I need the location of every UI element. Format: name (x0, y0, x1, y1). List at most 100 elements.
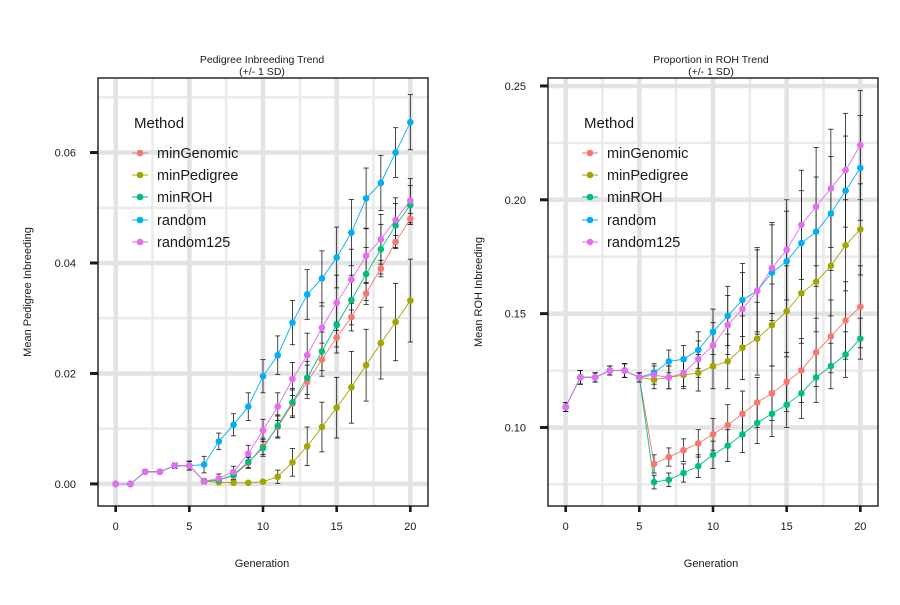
pedigree-point-random (407, 118, 414, 126)
roh-point-minpedigree (842, 242, 849, 249)
pedigree-point-minroh (274, 422, 282, 430)
roh-point-mingenomic (842, 317, 849, 324)
pedigree-legend-item-minpedigree: minPedigree (132, 168, 238, 184)
pedigree-point-mingenomic (377, 265, 385, 272)
roh-legend-item-random125: random125 (582, 235, 680, 251)
pedigree-point-random125 (362, 252, 370, 260)
pedigree-legend-key-point (136, 171, 144, 179)
roh-point-random125 (694, 355, 702, 363)
roh-point-minpedigree (709, 362, 717, 370)
pedigree-point-random125 (274, 403, 282, 410)
pedigree-point-random125 (141, 468, 149, 476)
pedigree-point-random125 (171, 462, 178, 469)
roh-point-mingenomic (783, 378, 790, 386)
pedigree-point-random (244, 403, 252, 410)
pedigree-axis-ticks: 0 5 10 15 20 0.00 0.02 0.04 0.06 (55, 148, 417, 533)
roh-point-random125 (768, 264, 776, 272)
roh-legend-item-mingenomic: minGenomic (582, 146, 688, 162)
roh-point-mingenomic (665, 453, 673, 461)
roh-point-random125 (665, 374, 673, 381)
roh-legend-item-minpedigree: minPedigree (582, 168, 688, 184)
pedigree-point-random125 (348, 276, 355, 283)
pedigree-x-tick-label: 20 (404, 521, 416, 533)
roh-point-minroh (798, 390, 805, 397)
pedigree-y-axis-label: Mean Pedigree Inbreeding (22, 227, 34, 357)
pedigree-point-minpedigree (348, 383, 355, 391)
roh-point-mingenomic (827, 333, 835, 340)
roh-point-minpedigree (753, 335, 761, 342)
pedigree-point-random (303, 291, 311, 298)
roh-x-tick-label: 10 (707, 521, 719, 533)
roh-legend-label-minroh: minROH (607, 190, 663, 206)
roh-point-random125 (591, 374, 599, 381)
roh-legend-label-minpedigree: minPedigree (607, 168, 688, 184)
roh-x-tick-label: 0 (563, 521, 569, 533)
pedigree-point-mingenomic (407, 215, 414, 223)
roh-y-tick-label: 0.15 (505, 309, 526, 321)
roh-point-minpedigree (827, 262, 835, 270)
pedigree-point-random (362, 195, 370, 202)
pedigree-point-minroh (289, 398, 296, 406)
pedigree-legend-label-mingenomic: minGenomic (157, 146, 238, 162)
pedigree-point-random (348, 229, 355, 236)
roh-point-random125 (680, 369, 687, 377)
roh-point-random125 (739, 305, 746, 313)
pedigree-point-random125 (303, 351, 311, 359)
roh-point-minroh (739, 430, 746, 438)
roh-y-axis-label: Mean ROH Inbreeding (473, 237, 485, 347)
roh-point-mingenomic (812, 349, 820, 356)
roh-legend-key-point (586, 149, 594, 157)
pedigree-legend-label-minpedigree: minPedigree (157, 168, 238, 184)
roh-point-minpedigree (650, 376, 658, 383)
roh-point-random (665, 358, 673, 365)
pedigree-point-minroh (259, 444, 267, 452)
roh-point-random (739, 296, 746, 304)
roh-point-random (798, 239, 805, 247)
roh-point-random (857, 164, 864, 172)
roh-point-minpedigree (857, 226, 864, 233)
pedigree-point-random125 (333, 299, 340, 307)
pedigree-point-minpedigree (362, 361, 370, 369)
pedigree-point-random125 (244, 450, 252, 457)
roh-point-random (724, 312, 732, 320)
roh-point-mingenomic (650, 460, 658, 468)
roh-point-random (694, 346, 702, 354)
pedigree-point-minroh (244, 458, 252, 466)
roh-x-axis-label: Generation (684, 558, 738, 570)
roh-subtitle: (+/- 1 SD) (688, 66, 734, 78)
roh-x-tick-label: 20 (854, 521, 866, 533)
roh-legend-label-mingenomic: minGenomic (607, 146, 688, 162)
roh-legend-label-random: random (607, 213, 656, 229)
pedigree-legend: Method minGenomic minPedigree minROH (132, 115, 238, 251)
roh-point-minpedigree (739, 344, 746, 352)
pedigree-point-minpedigree (318, 423, 326, 431)
pedigree-x-tick-label: 15 (331, 521, 343, 533)
roh-point-random (709, 328, 717, 336)
pedigree-y-tick-label: 0.00 (55, 479, 76, 491)
pedigree-legend-key-point (136, 238, 144, 246)
roh-y-tick-label: 0.10 (505, 422, 526, 434)
roh-point-minroh (857, 335, 864, 342)
roh-legend-key-point (586, 216, 594, 224)
pedigree-point-random (200, 461, 208, 468)
roh-point-minpedigree (768, 321, 776, 329)
roh-point-minroh (709, 451, 717, 459)
roh-point-random (783, 257, 790, 265)
roh-point-random125 (827, 185, 835, 192)
roh-point-minroh (694, 462, 702, 470)
roh-point-random125 (783, 246, 790, 254)
pedigree-point-random125 (156, 468, 164, 476)
pedigree-legend-key-point (136, 149, 144, 157)
pedigree-point-minpedigree (377, 339, 385, 347)
pedigree-point-random125 (289, 375, 296, 383)
pedigree-point-mingenomic (333, 334, 340, 341)
pedigree-point-random (377, 179, 385, 187)
roh-point-random (680, 355, 687, 363)
roh-point-random125 (577, 374, 584, 381)
pedigree-legend-label-minroh: minROH (157, 190, 213, 206)
pedigree-point-mingenomic (318, 356, 326, 363)
roh-point-mingenomic (724, 421, 732, 429)
pedigree-point-minroh (303, 374, 311, 382)
roh-point-minroh (665, 476, 673, 484)
